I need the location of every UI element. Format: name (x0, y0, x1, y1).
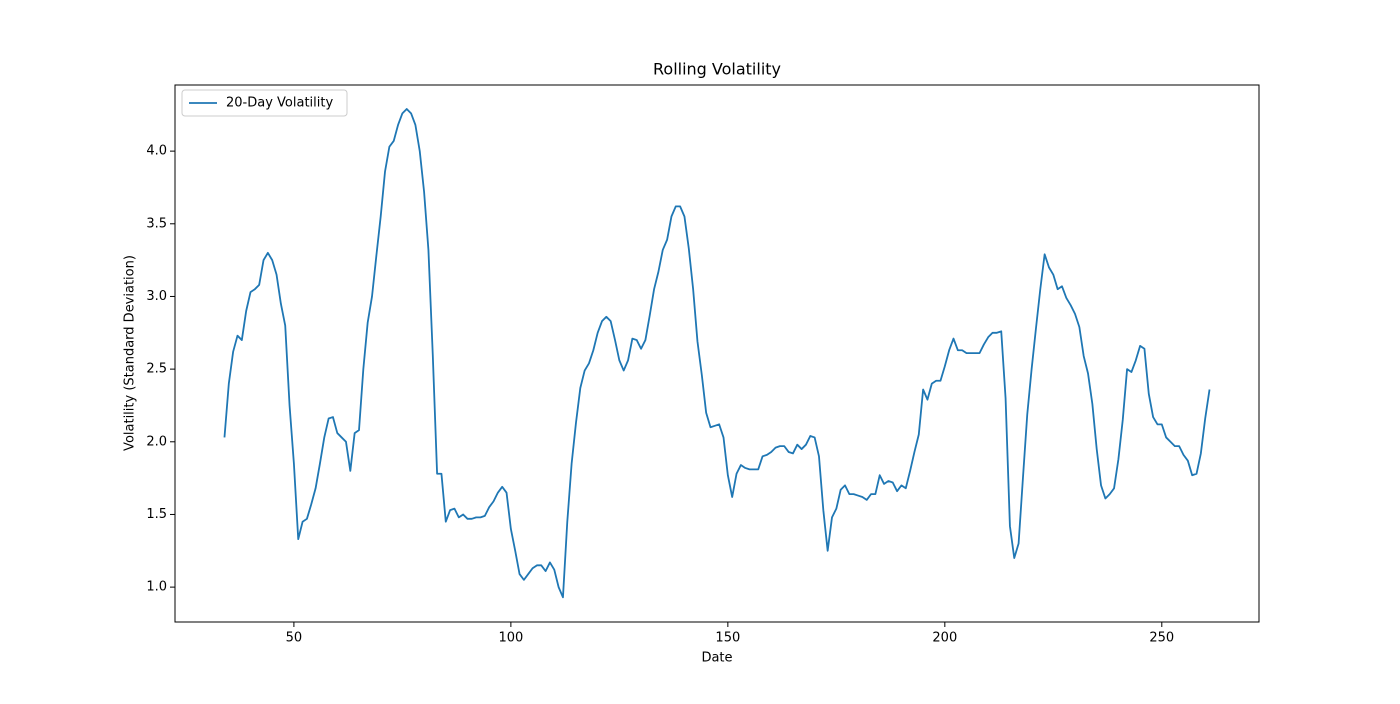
x-tick-label: 200 (932, 631, 957, 646)
y-tick-label: 3.5 (146, 216, 167, 231)
y-tick-label: 3.0 (146, 289, 167, 304)
plot-frame (174, 84, 1260, 623)
y-tick-label: 1.5 (146, 507, 167, 522)
x-tick-label: 100 (498, 631, 523, 646)
y-tick-label: 2.5 (146, 362, 167, 377)
x-tick-label: 150 (715, 631, 740, 646)
x-tick-label: 250 (1149, 631, 1174, 646)
x-axis-label: Date (701, 651, 732, 666)
y-axis-label: Volatility (Standard Deviation) (123, 255, 138, 451)
legend-label: 20-Day Volatility (226, 96, 333, 111)
data-line (223, 108, 1211, 599)
y-tick-label: 1.0 (146, 580, 167, 595)
chart-title: Rolling Volatility (653, 60, 781, 79)
x-tick-label: 50 (286, 631, 303, 646)
legend-box (181, 89, 348, 117)
y-tick-label: 4.0 (146, 144, 167, 159)
y-tick-label: 2.0 (146, 434, 167, 449)
